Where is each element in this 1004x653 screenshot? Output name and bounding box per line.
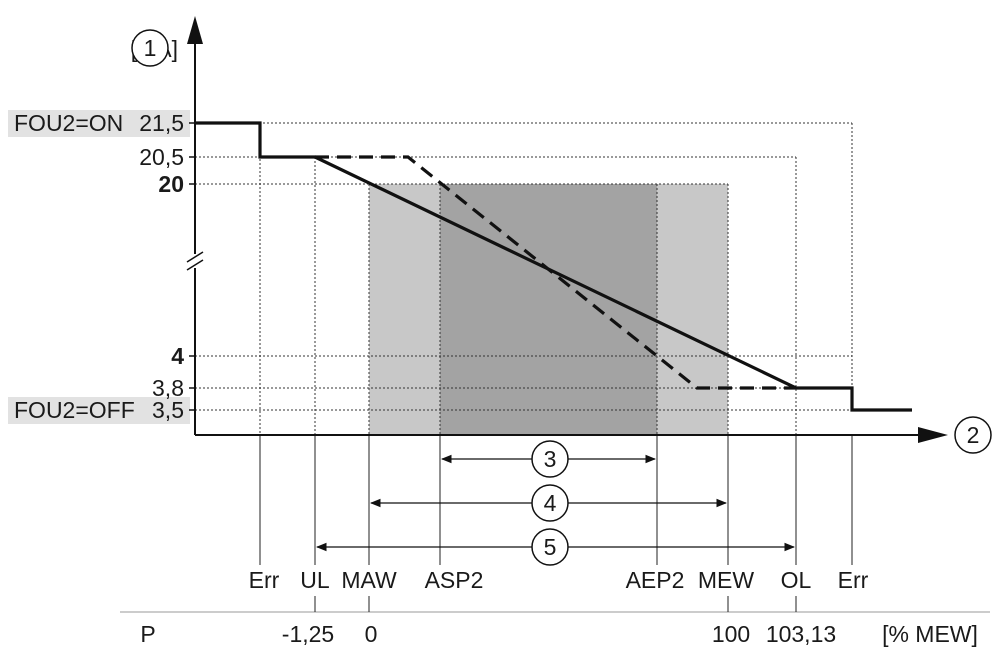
marker-err-left: Err: [249, 567, 280, 593]
range-asp2-aep2-area: [440, 184, 657, 435]
tick-label-3-8: 3,8: [152, 375, 184, 401]
range-badge-4: 4: [544, 490, 557, 516]
x-marker-labels: Err UL MAW ASP2 AEP2 MEW OL Err: [249, 567, 869, 593]
x-axis-badge-circle: [954, 416, 992, 454]
marker-ol: OL: [781, 567, 812, 593]
output-curve-solid: [195, 121, 912, 412]
tick-label-20: 20: [158, 171, 184, 197]
marker-aep2: AEP2: [626, 567, 685, 593]
p-value-maw: 0: [365, 621, 378, 647]
fou2-on-label-bg: [8, 110, 190, 137]
y-axis-badge: 1: [144, 35, 157, 61]
marker-maw: MAW: [341, 567, 397, 593]
marker-mew: MEW: [698, 567, 755, 593]
x-axis-arrow: [918, 427, 948, 443]
tick-label-21-5: 21,5: [139, 110, 184, 136]
fou2-off-label: FOU2=OFF: [14, 397, 135, 423]
p-value-ul: -1,25: [282, 621, 334, 647]
marker-ul: UL: [300, 567, 330, 593]
range-maw-mew: 4: [369, 484, 728, 522]
x-axis-badge: 2: [967, 422, 980, 448]
p-value-ol: 103,13: [766, 621, 836, 647]
marker-err-right: Err: [838, 567, 869, 593]
tick-label-20-5: 20,5: [139, 144, 184, 170]
p-value-mew: 100: [712, 621, 750, 647]
tick-label-3-5: 3,5: [152, 397, 184, 423]
marker-asp2: ASP2: [425, 567, 484, 593]
range-ul-ol: 5: [315, 528, 796, 566]
y-axis-badge-circle: [131, 29, 169, 67]
fou2-on-label: FOU2=ON: [14, 110, 123, 136]
range-badge-3: 3: [544, 446, 557, 472]
range-badge-5: 5: [544, 534, 557, 560]
vertical-guides-upper: [259, 123, 853, 435]
y-axis-ticks: [189, 122, 195, 411]
p-label: P: [140, 621, 155, 647]
tick-label-4: 4: [171, 343, 184, 369]
y-axis-arrow: [187, 16, 203, 44]
p-unit: [% MEW]: [882, 621, 978, 647]
y-axis-break-icon: [186, 251, 204, 271]
fou2-off-label-bg: [8, 397, 190, 424]
output-curve-dashed: [315, 155, 796, 390]
range-asp2-aep2: 3: [440, 440, 657, 478]
